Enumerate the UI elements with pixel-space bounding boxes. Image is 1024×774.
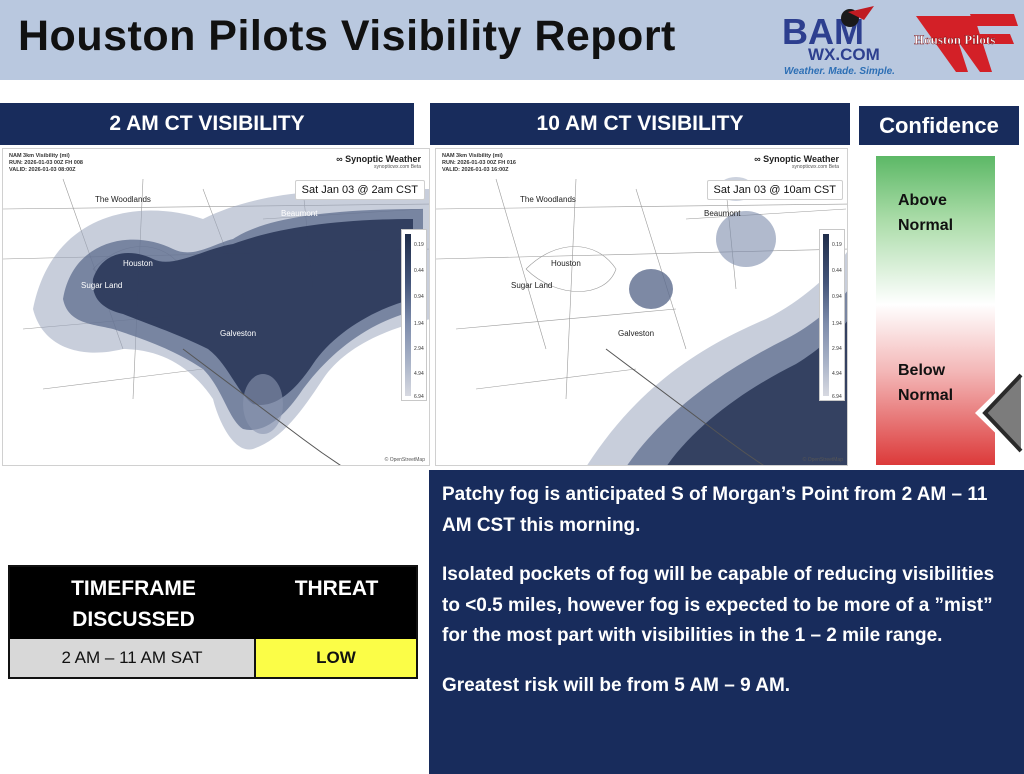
- city-label-houston: Houston: [551, 259, 581, 268]
- map-10am-legend: 0.19 0.44 0.94 1.94 2.94 4.94 6.94: [819, 229, 845, 401]
- discussion-paragraph-3: Greatest risk will be from 5 AM – 9 AM.: [442, 674, 791, 696]
- forecast-discussion: Patchy fog is anticipated S of Morgan’s …: [429, 470, 1024, 774]
- city-label-houston: Houston: [123, 259, 153, 268]
- heading-2am-visibility: 2 AM CT VISIBILITY: [0, 103, 414, 145]
- city-label-galveston: Galveston: [220, 329, 257, 338]
- map-2am-metadata: NAM 3km Visibility (mi) RUN: 2026-01-03 …: [9, 153, 83, 173]
- report-header: Houston Pilots Visibility Report BAM WX.…: [0, 0, 1024, 80]
- city-label-woodlands: The Woodlands: [520, 195, 576, 204]
- map-2am-timestamp: Sat Jan 03 @ 2am CST: [294, 180, 425, 200]
- city-label-beaumont: Beaumont: [281, 209, 318, 218]
- map-10am-graphic: [436, 149, 847, 465]
- discussion-paragraph-1: Patchy fog is anticipated S of Morgan’s …: [442, 484, 988, 536]
- confidence-label-above: Above Normal: [898, 192, 954, 234]
- map-2am-graphic: [3, 149, 429, 465]
- map-2am-brand: ∞ Synoptic Weather synopticwx.com Beta: [336, 154, 421, 170]
- map-10am-timestamp: Sat Jan 03 @ 10am CST: [706, 180, 843, 200]
- map-2am-attribution: © OpenStreetMap: [384, 457, 425, 463]
- houston-pilots-logo: Houston Pilots: [914, 14, 1018, 72]
- table-cell-timeframe: 2 AM – 11 AM SAT: [10, 639, 256, 677]
- visibility-map-10am: NAM 3km Visibility (mi) RUN: 2026-01-03 …: [435, 148, 848, 466]
- confidence-scale: [876, 156, 995, 465]
- report-title: Houston Pilots Visibility Report: [18, 12, 676, 60]
- city-label-sugarland: Sugar Land: [511, 281, 553, 290]
- table-header-threat: THREAT: [257, 567, 416, 639]
- city-label-beaumont: Beaumont: [704, 209, 741, 218]
- confidence-indicator-arrow-icon: [975, 365, 1024, 461]
- table-header-timeframe: TIMEFRAME DISCUSSED: [10, 567, 257, 639]
- map-10am-attribution: © OpenStreetMap: [802, 457, 843, 463]
- city-label-galveston: Galveston: [618, 329, 655, 338]
- houston-pilots-wordmark: Houston Pilots: [914, 32, 995, 47]
- bamwx-logo: BAM WX.COM Weather. Made. Simple.: [782, 6, 895, 77]
- map-10am-metadata: NAM 3km Visibility (mi) RUN: 2026-01-03 …: [442, 153, 516, 173]
- bamwx-logo-url: WX.COM: [808, 45, 880, 64]
- confidence-label-below: Below Normal: [898, 362, 954, 404]
- visibility-map-2am: NAM 3km Visibility (mi) RUN: 2026-01-03 …: [2, 148, 430, 466]
- table-cell-threat-level: LOW: [256, 639, 416, 677]
- map-10am-brand: ∞ Synoptic Weather synopticwx.com Beta: [754, 154, 839, 170]
- discussion-paragraph-2: Isolated pockets of fog will be capable …: [442, 564, 995, 646]
- bamwx-tagline: Weather. Made. Simple.: [784, 66, 895, 77]
- heading-10am-visibility: 10 AM CT VISIBILITY: [430, 103, 850, 145]
- city-label-sugarland: Sugar Land: [81, 281, 123, 290]
- threat-table: TIMEFRAME DISCUSSED THREAT 2 AM – 11 AM …: [8, 565, 418, 679]
- heading-confidence: Confidence: [859, 106, 1019, 145]
- city-label-woodlands: The Woodlands: [95, 195, 151, 204]
- map-2am-legend: 0.19 0.44 0.94 1.94 2.94 4.94 6.94: [401, 229, 427, 401]
